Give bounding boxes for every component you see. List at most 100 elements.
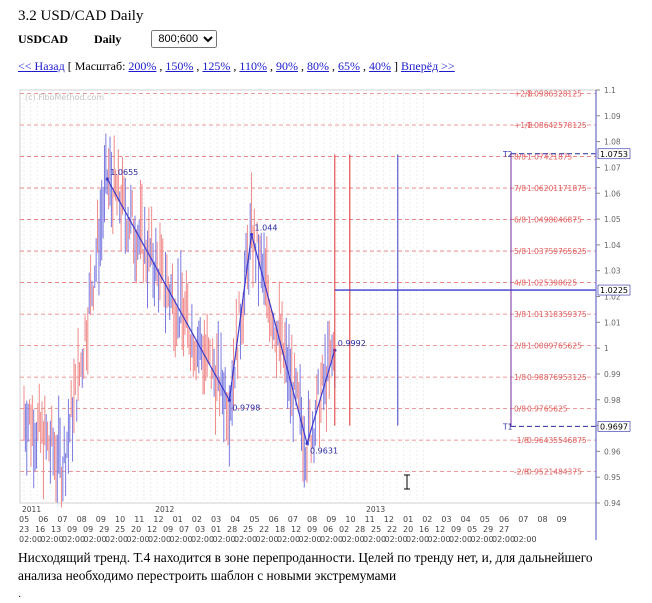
scale-65-link[interactable]: 65%: [337, 59, 360, 73]
size-select[interactable]: 800;600: [151, 30, 218, 48]
month-label: 08: [77, 515, 87, 524]
back-link[interactable]: << Назад: [18, 59, 65, 73]
day-label: 16: [419, 525, 429, 534]
scale-nav: << Назад [ Масштаб: 200% , 150% , 125% ,…: [18, 59, 455, 73]
month-label: 12: [153, 515, 163, 524]
day-label: 29: [483, 525, 493, 534]
fib-level-value: 1.03759765625: [527, 247, 587, 256]
month-label: 04: [230, 515, 240, 524]
scale-125-link[interactable]: 125%: [202, 59, 231, 73]
month-label: 09: [96, 515, 106, 524]
price-label: 1.0225: [600, 286, 628, 295]
month-label: 11: [134, 515, 144, 524]
year-label: 2011: [22, 505, 41, 514]
time-label: 02:00: [406, 535, 429, 543]
pivot-point: [105, 177, 109, 181]
month-label: 06: [269, 515, 279, 524]
fib-level-value: 0.9765625: [527, 405, 568, 414]
time-label: 02:00: [105, 535, 128, 543]
fib-level-value: 1.06201171875: [527, 184, 587, 193]
day-label: 25: [243, 525, 253, 534]
price-label-box: [597, 148, 631, 160]
fib-level-name: 6/8: [514, 216, 526, 225]
month-label: 10: [115, 515, 125, 524]
pivot-point: [227, 398, 231, 402]
day-label: 20: [131, 525, 141, 534]
target-level-name: T1: [502, 422, 513, 431]
time-label: 02:00: [385, 535, 408, 543]
fib-level-value: 1.08642578125: [527, 121, 587, 130]
pivot-label: 1.0655: [110, 168, 138, 177]
day-label: 05: [467, 525, 477, 534]
month-label: 02: [422, 515, 432, 524]
time-label: 02:00: [62, 535, 85, 543]
scale-200-link[interactable]: 200%: [128, 59, 157, 73]
price-tick-label: 1.01: [604, 318, 621, 327]
day-label: 02: [339, 525, 349, 534]
bullet-mark: ·: [18, 592, 22, 603]
fib-level-name: 5/8: [514, 247, 526, 256]
fib-level-name: 4/8: [514, 279, 526, 288]
price-tick-label: 1.08: [604, 138, 621, 147]
scale-40-link[interactable]: 40%: [368, 59, 391, 73]
month-label: 05: [19, 515, 29, 524]
day-label: 12: [147, 525, 157, 534]
month-label: 07: [518, 515, 528, 524]
fib-level-name: 8/8: [514, 153, 526, 162]
day-label: 09: [451, 525, 461, 534]
fib-level-name: -2/8: [514, 468, 529, 477]
price-tick-label: 1.09: [604, 112, 621, 121]
forward-link[interactable]: Вперёд >>: [400, 59, 455, 73]
day-label: 03: [195, 525, 205, 534]
fib-level-value: 1.01318359375: [527, 310, 587, 319]
price-tick-label: 1.05: [604, 215, 621, 224]
page-title: 3.2 USD/CAD Daily: [18, 8, 144, 24]
time-label: 02:00: [277, 535, 300, 543]
day-label: 25: [371, 525, 381, 534]
month-label: 10: [345, 515, 355, 524]
price-label-box: [597, 284, 631, 296]
month-label: 05: [249, 515, 259, 524]
scale-150-link[interactable]: 150%: [165, 59, 194, 73]
month-label: 06: [38, 515, 48, 524]
pivot-point: [249, 232, 254, 237]
month-label: 08: [537, 515, 547, 524]
scale-80-link[interactable]: 80%: [306, 59, 329, 73]
day-label: 12: [291, 525, 301, 534]
day-label: 28: [227, 525, 237, 534]
fib-level-value: 0.98876953125: [527, 373, 587, 382]
month-label: 01: [173, 515, 183, 524]
day-label: 09: [67, 525, 77, 534]
fib-level-name: 2/8: [514, 342, 526, 351]
price-label: 1.0753: [600, 150, 628, 159]
timeframe-label: Daily: [94, 31, 122, 46]
fib-level-name: 7/8: [514, 184, 526, 193]
time-label: 02:00: [84, 535, 107, 543]
price-tick-label: 1.1: [604, 86, 616, 95]
price-tick-label: 0.96: [604, 447, 621, 456]
time-label: 02:00: [363, 535, 386, 543]
day-label: 12: [435, 525, 445, 534]
time-label: 02:00: [471, 535, 494, 543]
scale-110-link[interactable]: 110%: [239, 59, 267, 73]
month-label: 09: [557, 515, 567, 524]
text-cursor-icon: [404, 474, 410, 490]
month-label: 05: [480, 515, 490, 524]
chart-watermark: (c) FiboMethod.com: [25, 93, 104, 102]
month-label: 01: [403, 515, 413, 524]
analysis-text: Нисходящий тренд. Т.4 находится в зоне п…: [18, 550, 593, 583]
price-tick-label: 0.94: [604, 499, 621, 508]
day-label: 01: [211, 525, 221, 534]
day-label: 16: [35, 525, 45, 534]
month-label: 09: [326, 515, 336, 524]
month-label: 06: [499, 515, 509, 524]
chart-toolbar: USDCAD Daily 800;600: [18, 30, 218, 48]
fib-level-value: 1.0009765625: [527, 342, 582, 351]
time-label: 02:00: [342, 535, 365, 543]
day-label: 06: [323, 525, 333, 534]
scale-suffix: ]: [393, 59, 398, 73]
scale-90-link[interactable]: 90%: [275, 59, 298, 73]
day-label: 07: [179, 525, 189, 534]
time-label: 02:00: [428, 535, 451, 543]
